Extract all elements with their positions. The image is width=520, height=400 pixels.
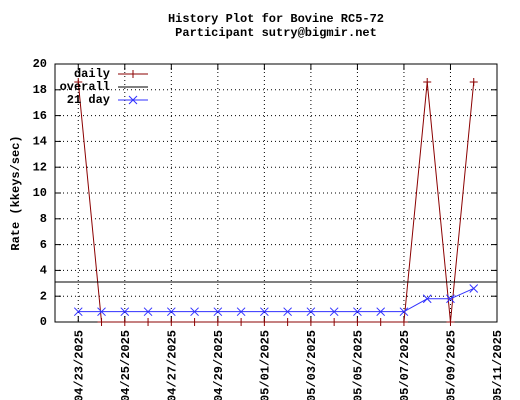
y-tick-label: 20 [33,57,47,71]
y-tick-label: 0 [40,315,47,329]
y-tick-label: 14 [33,135,47,149]
point-marker [97,307,106,317]
point-marker [73,307,83,317]
point-marker [376,318,385,326]
point-marker [306,318,315,326]
point-marker [353,318,362,326]
legend-label: daily [74,67,110,81]
point-marker [120,307,130,317]
point-marker [422,294,432,304]
point-marker [167,318,176,326]
point-marker [190,318,199,326]
y-tick-label: 8 [40,212,47,226]
point-marker [329,307,339,317]
y-tick-label: 6 [40,238,47,252]
x-tick-label: 05/07/2025 [398,330,412,400]
chart-title: History Plot for Bovine RC5-72 [168,12,384,26]
y-tick-label: 4 [40,264,47,278]
point-marker [213,318,222,326]
x-tick-label: 05/05/2025 [352,330,366,400]
point-marker [120,318,129,326]
point-marker [306,307,316,317]
y-axis-label: Rate (kkeys/sec) [9,135,23,250]
y-tick-label: 16 [33,109,47,123]
x-tick-label: 05/11/2025 [491,330,505,400]
point-marker [399,307,409,317]
y-tick-label: 18 [33,83,47,97]
point-marker [97,318,106,326]
x-tick-label: 04/27/2025 [165,330,179,400]
point-marker [166,307,176,317]
point-marker [190,307,199,317]
point-marker [283,307,292,317]
x-tick-label: 04/25/2025 [119,330,133,400]
legend-marker [129,70,137,78]
point-marker [469,284,479,293]
point-marker [144,318,153,326]
point-marker [143,307,153,317]
series-line [77,82,475,323]
y-tick-label: 12 [33,160,47,174]
y-tick-label: 10 [33,186,47,200]
point-marker [283,318,292,326]
point-marker [330,318,339,326]
legend-marker [128,95,138,105]
chart-subtitle: Participant sutry@bigmir.net [175,26,377,40]
point-marker [213,307,223,317]
point-marker [260,318,269,326]
series-line [78,288,474,313]
y-tick-label: 2 [40,289,47,303]
point-marker [446,294,455,304]
point-marker [260,307,269,317]
point-marker [237,318,246,326]
x-tick-label: 05/01/2025 [259,330,273,400]
point-marker [376,307,386,317]
point-marker [446,318,455,326]
legend-label: 21 day [67,93,110,107]
point-marker [423,78,432,87]
x-tick-label: 04/29/2025 [212,330,226,400]
point-marker [353,307,362,317]
point-marker [399,318,408,326]
legend-label: overall [60,80,110,94]
point-marker [469,78,478,87]
x-tick-label: 05/09/2025 [445,330,459,400]
point-marker [236,307,246,317]
point-marker [74,78,83,87]
x-tick-label: 05/03/2025 [305,330,319,400]
x-tick-label: 04/23/2025 [72,330,86,400]
